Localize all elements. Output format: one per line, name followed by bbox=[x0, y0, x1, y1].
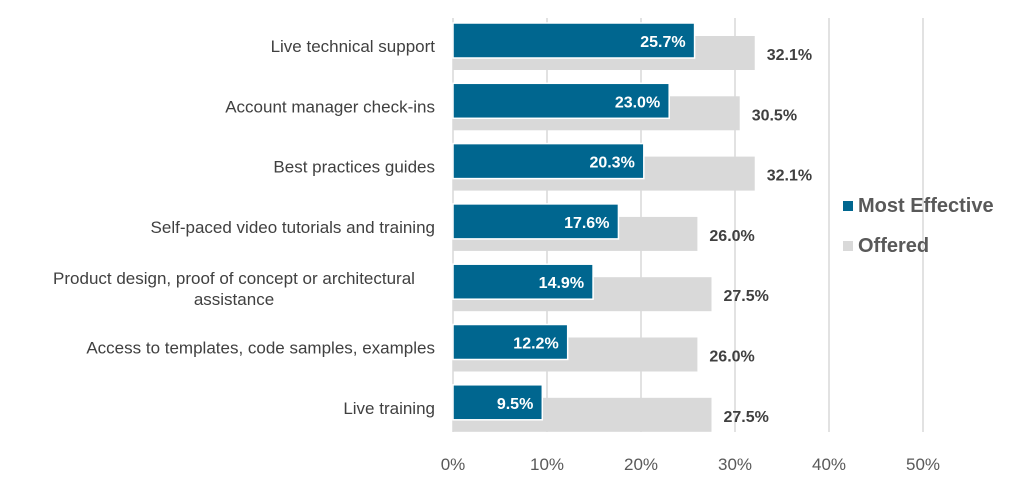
bar-most-effective bbox=[452, 142, 645, 180]
x-tick-label: 40% bbox=[812, 455, 846, 474]
data-label-offered: 30.5% bbox=[752, 107, 797, 124]
x-tick-label: 50% bbox=[906, 455, 940, 474]
data-label-offered: 26.0% bbox=[709, 349, 754, 366]
x-tick-label: 30% bbox=[718, 455, 752, 474]
legend-label: Most Effective bbox=[858, 195, 994, 217]
bar-most-effective bbox=[452, 323, 569, 361]
legend-swatch bbox=[843, 201, 853, 211]
category-label: Access to templates, code samples, examp… bbox=[86, 339, 435, 358]
bar-most-effective bbox=[452, 203, 620, 240]
category-label-line: assistance bbox=[194, 290, 274, 309]
data-label-offered: 27.5% bbox=[724, 288, 769, 305]
category-label-line: Live technical support bbox=[271, 37, 436, 56]
category-label: Live technical support bbox=[271, 37, 436, 56]
data-label-offered: 32.1% bbox=[767, 168, 812, 185]
data-label-offered: 26.0% bbox=[709, 228, 754, 245]
category-label: Account manager check-ins bbox=[225, 97, 435, 116]
bars: 32.1% 25.7% 30.5% 23.0% 32.1% 20.3% 26.0% 17.6%… bbox=[452, 22, 812, 432]
category-label: Product design, proof of concept or arch… bbox=[53, 269, 415, 309]
legend-label: Offered bbox=[858, 235, 929, 257]
legend-swatch bbox=[843, 241, 853, 251]
category-label-line: Best practices guides bbox=[273, 158, 435, 177]
category-label-line: Self-paced video tutorials and training bbox=[151, 218, 435, 237]
data-label-most-effective: 20.3% bbox=[589, 155, 634, 172]
category-label-line: Account manager check-ins bbox=[225, 97, 435, 116]
data-label-most-effective: 17.6% bbox=[564, 215, 609, 232]
category-label-line: Access to templates, code samples, examp… bbox=[86, 339, 435, 358]
bar-most-effective bbox=[452, 263, 594, 300]
category-label: Self-paced video tutorials and training bbox=[151, 218, 435, 237]
category-label-line: Live training bbox=[343, 399, 435, 418]
x-axis-ticks: 0% 10% 20% 30% 40% 50% bbox=[441, 455, 940, 474]
legend: Most Effective Offered bbox=[843, 195, 994, 257]
category-label-line: Product design, proof of concept or arch… bbox=[53, 269, 415, 288]
bar-most-effective bbox=[452, 22, 696, 59]
data-label-most-effective: 14.9% bbox=[539, 275, 584, 292]
category-labels: Live technical support Account manager ch… bbox=[53, 37, 435, 418]
category-label: Best practices guides bbox=[273, 158, 435, 177]
x-tick-label: 10% bbox=[530, 455, 564, 474]
data-label-most-effective: 23.0% bbox=[615, 94, 660, 111]
bar-most-effective bbox=[452, 82, 670, 120]
data-label-most-effective: 25.7% bbox=[640, 34, 685, 51]
data-label-most-effective: 9.5% bbox=[497, 396, 533, 413]
data-label-offered: 32.1% bbox=[767, 47, 812, 64]
data-label-offered: 27.5% bbox=[724, 409, 769, 426]
data-label-most-effective: 12.2% bbox=[513, 336, 558, 353]
x-tick-label: 0% bbox=[441, 455, 466, 474]
x-tick-label: 20% bbox=[624, 455, 658, 474]
bar-most-effective bbox=[452, 384, 544, 421]
category-label: Live training bbox=[343, 399, 435, 418]
